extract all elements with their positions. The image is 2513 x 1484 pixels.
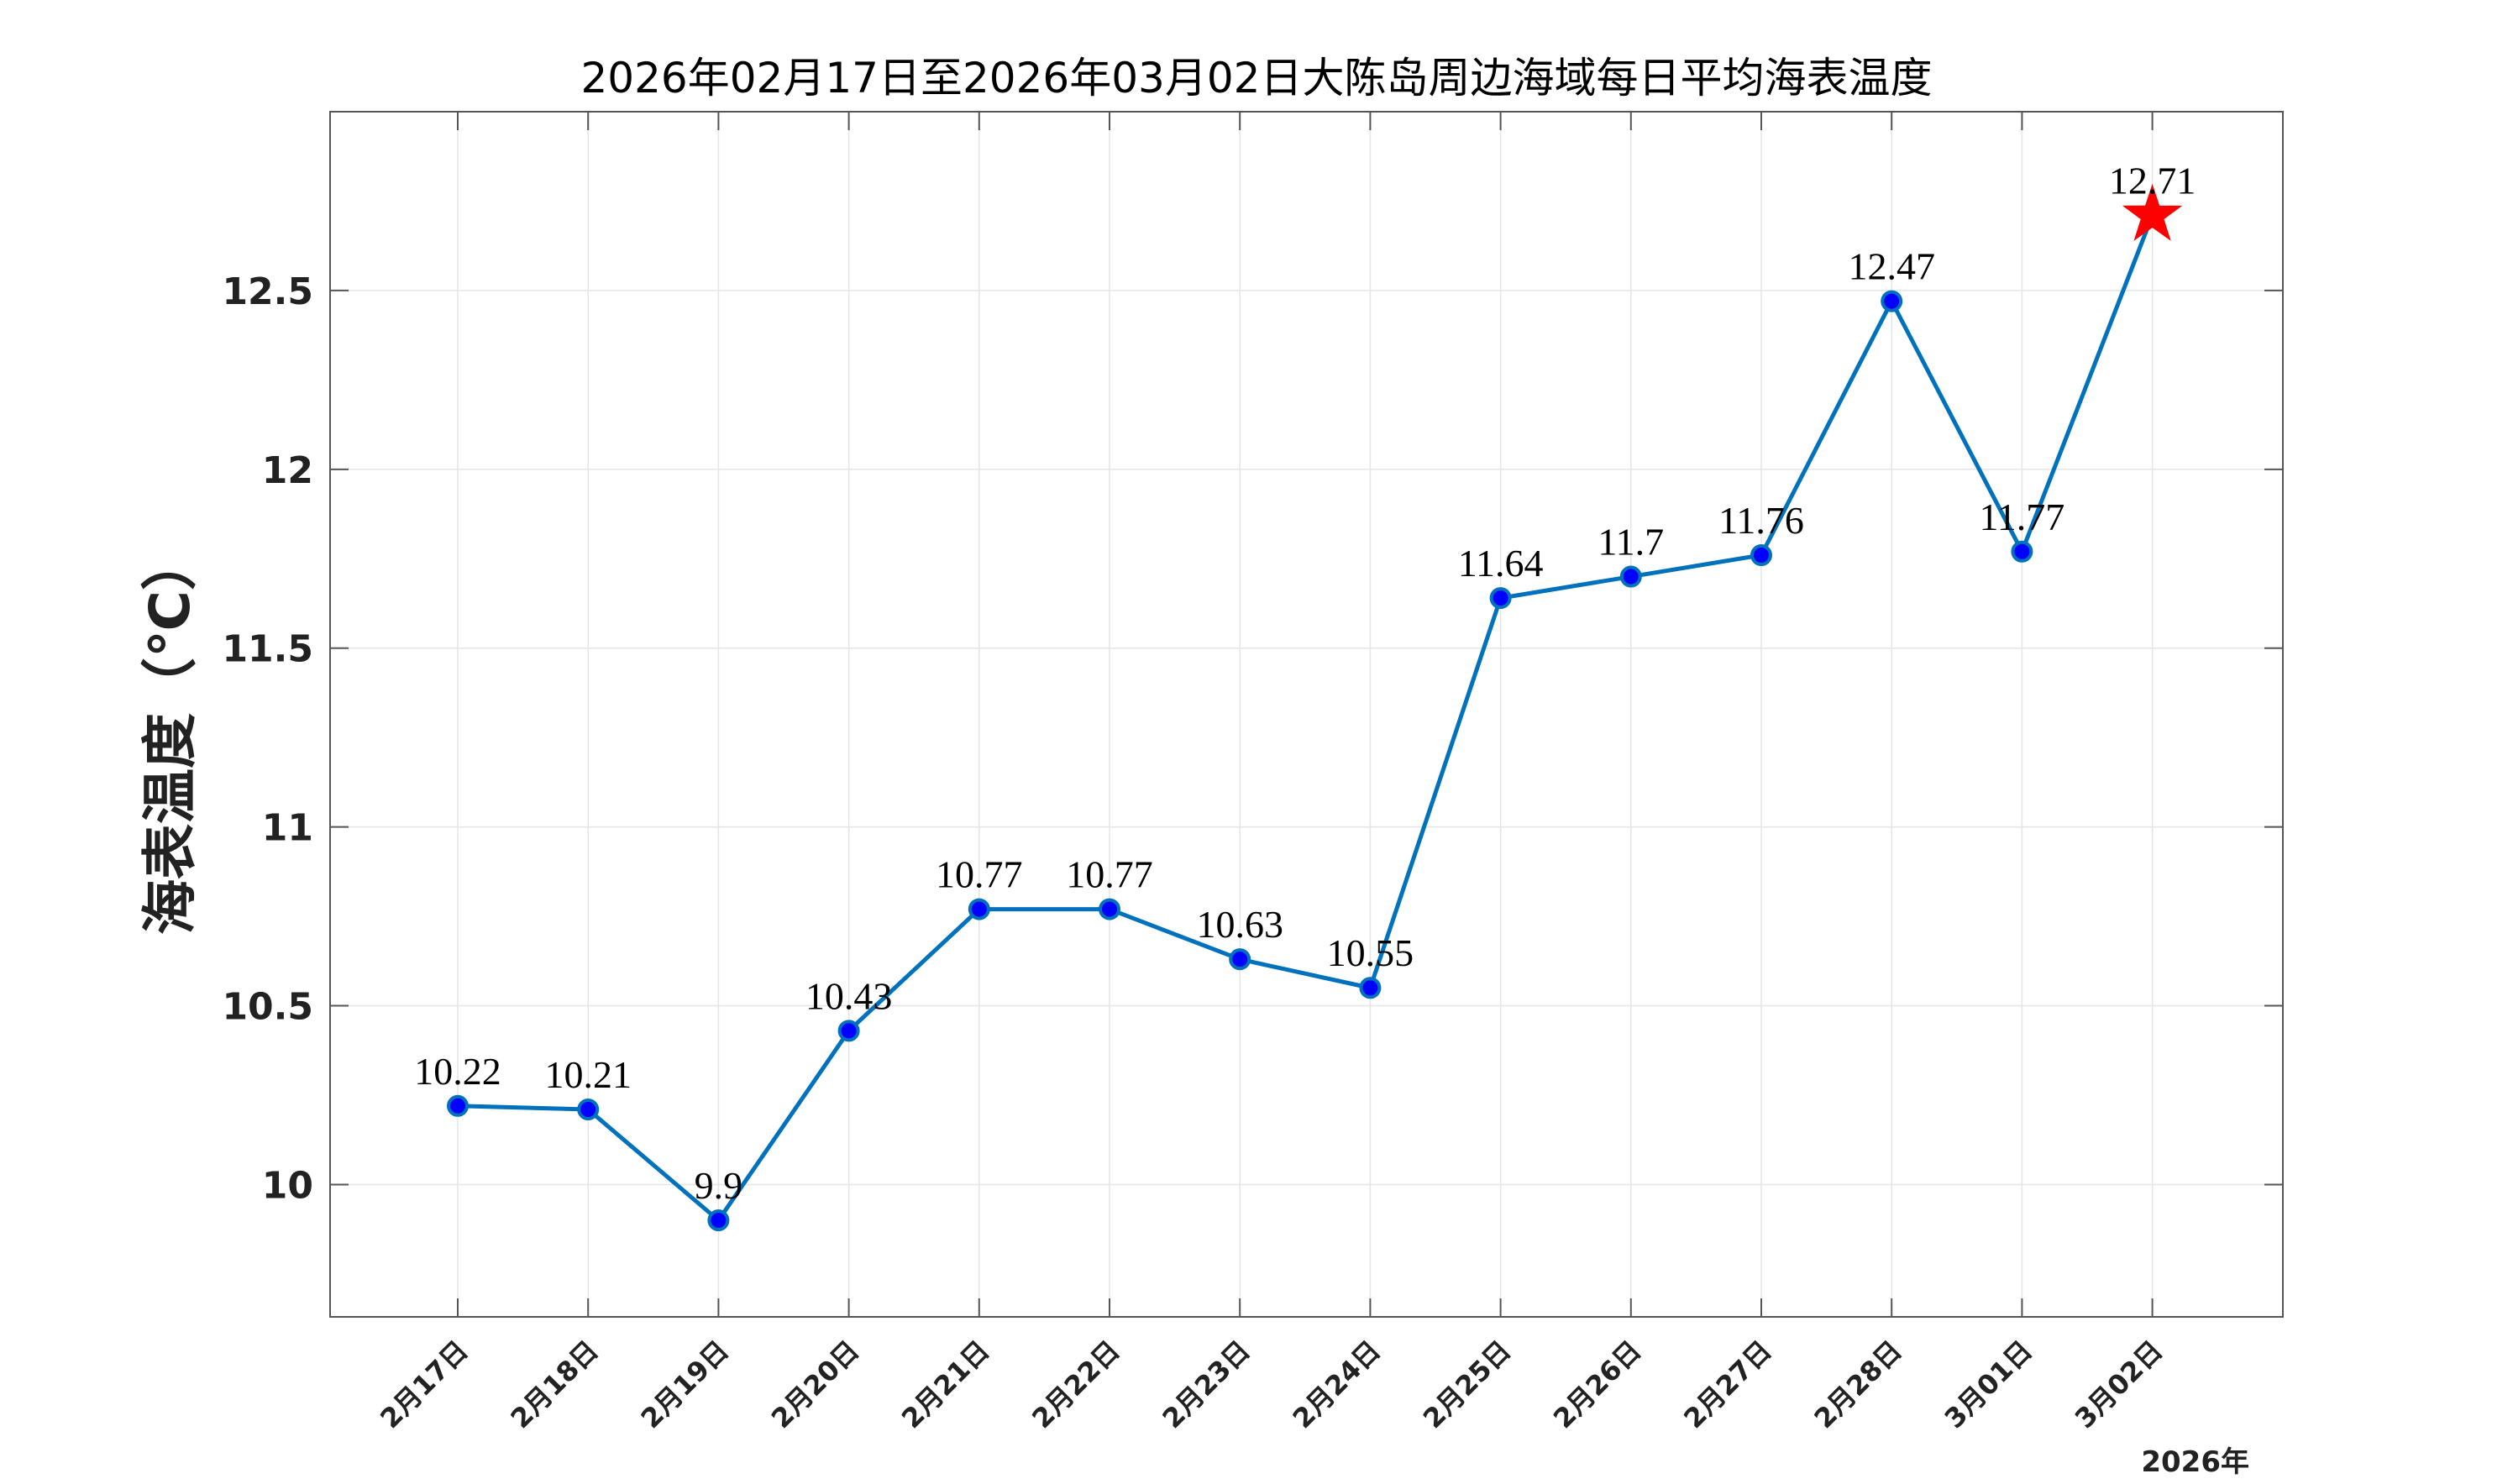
data-labels: 10.22 10.21 9.9 10.43 10.77 10.77 10.63 10.55 11… [414, 159, 2196, 1207]
data-point-marker [577, 1099, 600, 1121]
data-value-label: 10.77 [936, 853, 1023, 896]
data-point-marker [837, 1020, 860, 1042]
data-value-label: 10.43 [805, 974, 893, 1017]
data-value-label: 9.9 [695, 1164, 743, 1207]
data-value-label: 12.71 [2109, 159, 2196, 202]
y-tick-label: 10 [262, 1164, 313, 1207]
x-tick-label: 2月20日 [765, 1335, 865, 1434]
data-point-marker [1229, 948, 1251, 971]
series-layer [447, 183, 2183, 1232]
plot-area-frame [329, 111, 2284, 1318]
x-tick-label: 3月02日 [2069, 1335, 2169, 1434]
data-point-marker [1359, 977, 1382, 999]
data-value-label: 10.21 [544, 1053, 632, 1096]
data-value-label: 11.76 [1718, 499, 1804, 542]
data-value-label: 10.55 [1327, 931, 1414, 974]
x-tick-label: 2月22日 [1026, 1335, 1125, 1434]
highlight-star-marker [2122, 183, 2183, 241]
data-point-marker [1750, 544, 1772, 567]
data-point-marker [1619, 565, 1642, 588]
data-value-label: 10.63 [1196, 903, 1283, 946]
x-tick-labels: 2月17日 2月18日 2月19日 2月20日 2月21日 2月22日 2月23日 2月24日… [374, 1335, 2169, 1434]
y-tick-labels: 10 10.5 11 11.5 12 12.5 [222, 270, 313, 1208]
data-value-label: 10.22 [414, 1050, 501, 1093]
data-value-label: 11.77 [1980, 496, 2065, 538]
data-value-label: 11.7 [1598, 521, 1664, 564]
chart-title: 2026年02月17日至2026年03月02日大陈岛周边海域每日平均海表温度 [581, 54, 1933, 102]
data-value-label: 10.77 [1066, 853, 1153, 896]
data-point-marker [707, 1209, 730, 1232]
data-value-label: 11.64 [1458, 542, 1544, 585]
y-tick-label: 12 [262, 449, 313, 492]
grid-lines [330, 112, 2283, 1317]
y-tick-label: 11 [262, 807, 313, 850]
x-tick-label: 2月21日 [895, 1335, 995, 1434]
data-point-marker [1099, 898, 1120, 920]
x-tick-label: 2月19日 [635, 1335, 735, 1434]
series-line [457, 214, 2154, 1223]
x-tick-label: 2月27日 [1677, 1335, 1777, 1434]
y-tick-label: 12.5 [222, 270, 313, 313]
y-tick-label: 10.5 [222, 986, 313, 1029]
x-axis-year-note: 2026年 [2141, 1445, 2249, 1479]
data-point-marker [447, 1094, 469, 1117]
axis-ticks [330, 112, 2283, 1317]
x-tick-label: 3月01日 [1939, 1335, 2038, 1434]
data-point-marker [1881, 290, 1903, 312]
x-tick-label: 2月24日 [1287, 1335, 1387, 1434]
x-tick-label: 2月26日 [1547, 1335, 1647, 1434]
x-tick-label: 2月18日 [504, 1335, 604, 1434]
x-tick-label: 2月23日 [1156, 1335, 1256, 1434]
x-tick-label: 2月17日 [374, 1335, 474, 1434]
y-tick-label: 11.5 [222, 628, 313, 671]
x-tick-label: 2月25日 [1417, 1335, 1517, 1434]
data-value-label: 12.47 [1848, 245, 1935, 288]
data-point-marker [968, 898, 990, 920]
y-axis-label: 海表温度（℃） [138, 535, 202, 935]
data-point-marker [1489, 587, 1512, 610]
x-tick-label: 2月28日 [1807, 1335, 1907, 1434]
data-point-marker [2011, 540, 2033, 563]
